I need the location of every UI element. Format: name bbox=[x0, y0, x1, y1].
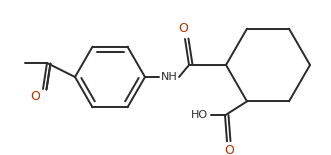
Text: NH: NH bbox=[161, 72, 177, 82]
Text: HO: HO bbox=[190, 110, 208, 120]
Text: O: O bbox=[30, 91, 40, 104]
Text: O: O bbox=[178, 22, 188, 35]
Text: O: O bbox=[224, 144, 234, 155]
